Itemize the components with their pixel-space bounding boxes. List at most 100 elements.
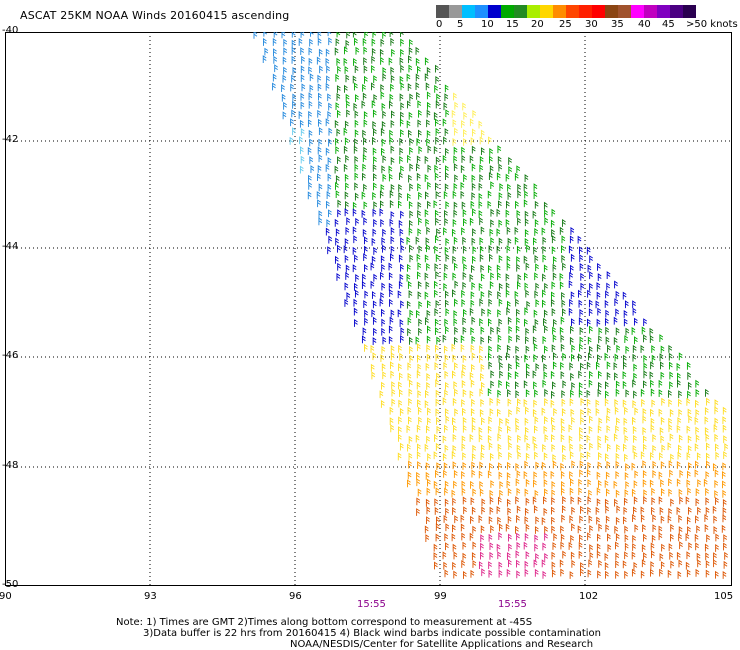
wind-barb [352,226,357,235]
wind-barb [362,327,367,336]
wind-barb [391,381,395,390]
wind-barb [488,345,493,354]
wind-barb [481,568,485,577]
wind-barb [498,561,503,570]
wind-barb [478,434,483,443]
wind-barb [571,523,575,532]
wind-barb [470,299,475,308]
wind-barb [355,274,359,282]
wind-barb [308,92,313,101]
wind-barb [506,568,511,577]
wind-barb [569,515,574,524]
wind-barb [568,307,573,316]
wind-barb [651,534,656,543]
wind-barb [614,406,619,415]
wind-barb [703,478,708,487]
wind-barb [514,236,519,245]
wind-barb [579,262,584,271]
wind-barb [579,443,584,452]
colorbar-swatch [501,5,514,18]
wind-barb [327,93,331,102]
wind-barb [478,470,483,479]
wind-barb [398,381,402,390]
wind-barb [625,345,630,354]
wind-barb [642,408,647,417]
wind-barb [535,516,540,525]
wind-barb [607,543,612,552]
wind-barb [508,335,513,344]
colorbar-swatch [618,5,631,18]
wind-barb [686,452,691,461]
wind-barb [624,570,628,579]
wind-barb [569,362,574,371]
wind-barb [382,155,387,163]
wind-barb [570,227,575,235]
wind-barb [605,326,610,335]
wind-barb [343,127,348,136]
wind-barb [622,380,627,389]
wind-barb [336,32,341,38]
wind-barb [435,235,439,244]
wind-barb [391,388,396,397]
wind-barb [678,559,683,568]
wind-barb [253,32,258,39]
wind-barb [578,370,582,379]
wind-barb [650,388,655,397]
wind-barb [344,66,349,74]
wind-barb [435,300,440,308]
wind-barb [417,291,422,300]
wind-barb [705,433,710,442]
wind-barb [454,101,459,110]
wind-barb [722,406,727,415]
wind-barb [650,408,654,417]
wind-barb [352,246,357,255]
wind-barb [660,416,665,425]
wind-barb [318,183,323,192]
wind-barb [426,130,431,138]
wind-barb [309,156,314,165]
wind-barb [336,109,341,118]
wind-barb [469,217,474,226]
wind-barb [605,570,609,579]
wind-barb [586,246,591,255]
wind-barb [480,525,485,534]
wind-barb [426,373,431,381]
wind-barb [382,67,387,75]
wind-barb [650,424,655,433]
wind-barb [552,272,557,281]
wind-barb [381,102,386,111]
wind-barb [453,262,458,271]
wind-barb [624,542,629,551]
wind-barb [624,435,629,443]
wind-barb [317,199,321,208]
wind-barb [371,371,376,380]
wind-barb [283,66,287,75]
wind-barb [354,254,358,263]
wind-barb [409,39,413,47]
wind-barb [544,345,548,354]
wind-barb [418,327,422,336]
wind-barb [487,308,492,317]
wind-barb [463,309,467,317]
wind-barb [551,443,556,452]
wind-barb [559,281,564,290]
wind-barb [569,487,574,496]
wind-barb [354,155,359,164]
wind-barb [515,354,520,363]
colorbar-swatch [605,5,618,18]
wind-barb [650,452,654,460]
wind-barb [676,478,681,487]
wind-barb [568,245,573,254]
wind-barb [534,219,539,227]
wind-barb [640,506,645,515]
wind-barb [415,57,420,66]
wind-barb [470,327,475,335]
wind-barb [579,327,584,335]
wind-barb [398,192,403,200]
wind-barb [658,471,663,480]
wind-barb [595,399,600,408]
wind-barb [461,560,466,568]
wind-barb [533,471,538,480]
wind-barb [561,398,566,407]
wind-barb [517,451,522,460]
